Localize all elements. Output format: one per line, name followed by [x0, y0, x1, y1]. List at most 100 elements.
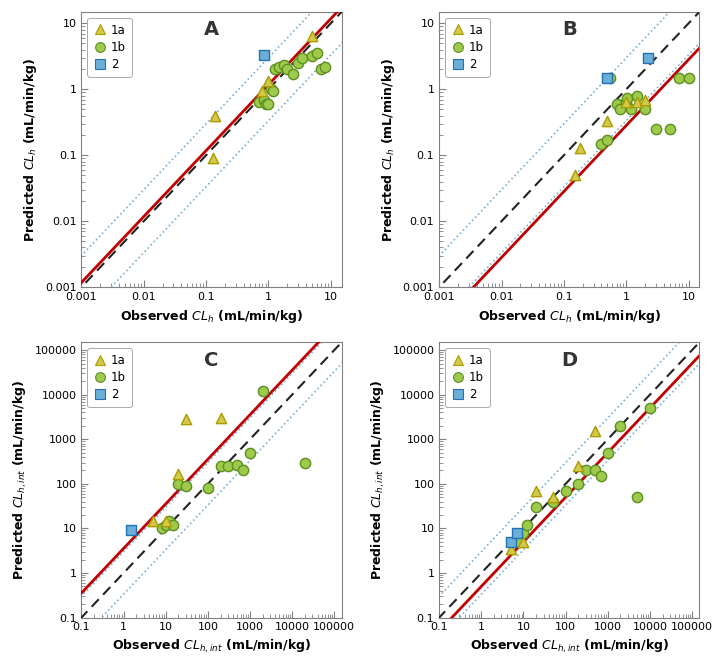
Point: [531, 502, 542, 512]
Point: [683, 73, 695, 83]
Point: [265, 84, 277, 95]
Point: [173, 478, 184, 489]
Point: [631, 492, 643, 503]
Point: [547, 492, 559, 503]
Point: [210, 110, 221, 121]
Point: [311, 48, 323, 59]
Text: C: C: [204, 351, 219, 370]
Y-axis label: Predicted $\mathit{CL}_{h}$ (mL/min/kg): Predicted $\mathit{CL}_{h}$ (mL/min/kg): [22, 57, 39, 241]
Point: [160, 515, 172, 526]
Point: [319, 61, 331, 72]
Point: [631, 91, 643, 101]
Point: [621, 96, 632, 107]
Point: [222, 461, 233, 472]
Point: [287, 69, 299, 79]
Point: [173, 468, 184, 479]
Legend: 1a, 1b, 2: 1a, 1b, 2: [445, 348, 489, 408]
Text: B: B: [562, 20, 576, 39]
Point: [580, 465, 592, 476]
Point: [315, 64, 327, 75]
Point: [615, 420, 626, 431]
Point: [257, 85, 268, 96]
Point: [625, 104, 637, 115]
Point: [602, 135, 613, 145]
Point: [518, 528, 529, 538]
Point: [521, 520, 533, 530]
Text: A: A: [204, 20, 219, 39]
Point: [560, 486, 571, 496]
Point: [257, 386, 268, 396]
Point: [595, 471, 607, 482]
Legend: 1a, 1b, 2: 1a, 1b, 2: [445, 18, 489, 77]
Point: [673, 73, 684, 83]
Point: [215, 461, 226, 472]
Point: [610, 99, 622, 109]
Point: [602, 73, 613, 83]
Point: [281, 64, 293, 75]
Point: [238, 465, 249, 476]
Point: [306, 31, 318, 41]
Point: [573, 461, 584, 472]
Point: [621, 96, 632, 107]
Point: [650, 123, 662, 134]
Point: [260, 99, 271, 109]
Point: [574, 143, 586, 153]
Point: [306, 51, 318, 61]
Point: [642, 53, 653, 63]
Legend: 1a, 1b, 2: 1a, 1b, 2: [87, 18, 132, 77]
Point: [505, 536, 517, 547]
Point: [258, 94, 270, 105]
Point: [531, 486, 542, 496]
Point: [299, 458, 310, 468]
Point: [595, 138, 607, 149]
Point: [639, 104, 651, 115]
Point: [202, 483, 214, 494]
Point: [180, 414, 191, 425]
Point: [156, 523, 167, 534]
Point: [614, 104, 626, 115]
X-axis label: Observed $\mathit{CL}_{h}$ (mL/min/kg): Observed $\mathit{CL}_{h}$ (mL/min/kg): [120, 307, 303, 325]
X-axis label: Observed $\mathit{CL}_{h,int}$ (mL/min/kg): Observed $\mathit{CL}_{h,int}$ (mL/min/k…: [470, 638, 669, 655]
Point: [631, 96, 643, 107]
Point: [664, 123, 676, 134]
Point: [604, 73, 616, 83]
Point: [147, 515, 159, 526]
Point: [518, 536, 529, 547]
Point: [268, 85, 279, 96]
Point: [278, 60, 290, 71]
Point: [589, 465, 601, 476]
Point: [622, 92, 634, 103]
Point: [602, 448, 613, 458]
Point: [244, 448, 256, 458]
Point: [589, 426, 601, 437]
Point: [258, 50, 270, 61]
Point: [639, 94, 651, 105]
Y-axis label: Predicted $\mathit{CL}_{h,int}$ (mL/min/kg): Predicted $\mathit{CL}_{h,int}$ (mL/min/…: [370, 380, 386, 580]
Y-axis label: Predicted $\mathit{CL}_{h}$ (mL/min/kg): Predicted $\mathit{CL}_{h}$ (mL/min/kg): [380, 57, 397, 241]
Point: [573, 478, 584, 489]
Text: D: D: [561, 351, 577, 370]
Point: [292, 58, 304, 69]
Y-axis label: Predicted $\mathit{CL}_{h,int}$ (mL/min/kg): Predicted $\mathit{CL}_{h,int}$ (mL/min/…: [12, 380, 29, 580]
Point: [547, 496, 559, 507]
X-axis label: Observed $\mathit{CL}_{h,int}$ (mL/min/kg): Observed $\mathit{CL}_{h,int}$ (mL/min/k…: [112, 638, 311, 655]
Point: [569, 170, 581, 181]
Point: [180, 480, 191, 491]
Point: [511, 528, 523, 538]
Point: [505, 544, 517, 554]
Point: [231, 460, 243, 470]
Point: [163, 515, 175, 526]
Point: [262, 99, 274, 109]
X-axis label: Observed $\mathit{CL}_{h}$ (mL/min/kg): Observed $\mathit{CL}_{h}$ (mL/min/kg): [478, 307, 661, 325]
Point: [207, 153, 219, 163]
Point: [602, 116, 613, 127]
Point: [253, 96, 265, 107]
Legend: 1a, 1b, 2: 1a, 1b, 2: [87, 348, 132, 408]
Point: [125, 525, 137, 536]
Point: [215, 413, 226, 424]
Point: [167, 520, 179, 530]
Point: [297, 53, 308, 63]
Point: [270, 64, 281, 75]
Point: [262, 75, 274, 86]
Point: [160, 520, 172, 530]
